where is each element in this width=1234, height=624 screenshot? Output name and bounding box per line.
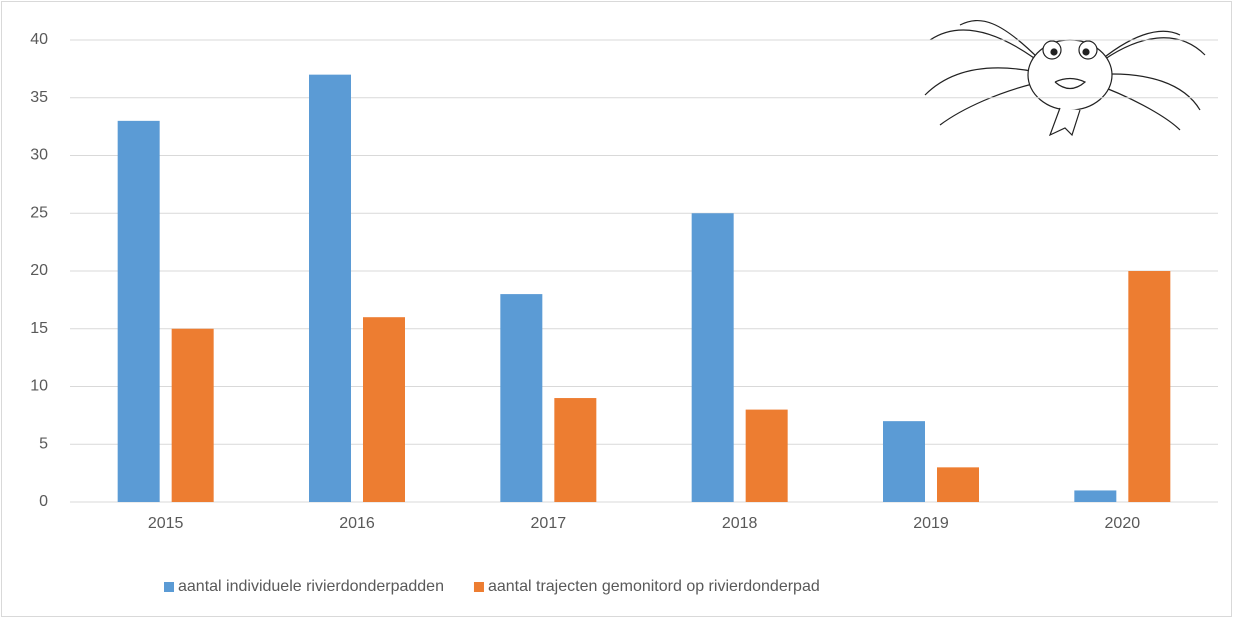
y-tick-label: 0 [39, 493, 48, 510]
bar [692, 213, 734, 502]
x-tick-label: 2017 [531, 515, 567, 532]
x-tick-label: 2018 [722, 515, 758, 532]
y-tick-label: 20 [30, 262, 48, 279]
legend-label: aantal trajecten gemonitord op rivierdon… [488, 578, 820, 595]
y-tick-label: 35 [30, 89, 48, 106]
bar [172, 329, 214, 502]
y-tick-label: 30 [30, 147, 48, 164]
y-tick-label: 15 [30, 320, 48, 337]
bar [1074, 490, 1116, 502]
bar [363, 317, 405, 502]
y-tick-label: 25 [30, 204, 48, 221]
bar [1128, 271, 1170, 502]
bar [500, 294, 542, 502]
x-tick-label: 2019 [913, 515, 949, 532]
legend-swatch [474, 582, 484, 592]
bar [309, 75, 351, 502]
y-tick-label: 5 [39, 435, 48, 452]
bar [746, 410, 788, 502]
bar [937, 467, 979, 502]
x-tick-label: 2015 [148, 515, 184, 532]
bar [554, 398, 596, 502]
x-tick-label: 2020 [1105, 515, 1141, 532]
y-tick-label: 10 [30, 378, 48, 395]
chart: 0 5 10 15 20 25 30 35 40 2015 2016 2017 2018 2019 2020… [0, 0, 1234, 619]
legend-label: aantal individuele rivierdonderpadden [178, 578, 444, 595]
x-tick-label: 2016 [339, 515, 375, 532]
bar [883, 421, 925, 502]
y-tick-label: 40 [30, 31, 48, 48]
legend-swatch [164, 582, 174, 592]
bar [118, 121, 160, 502]
